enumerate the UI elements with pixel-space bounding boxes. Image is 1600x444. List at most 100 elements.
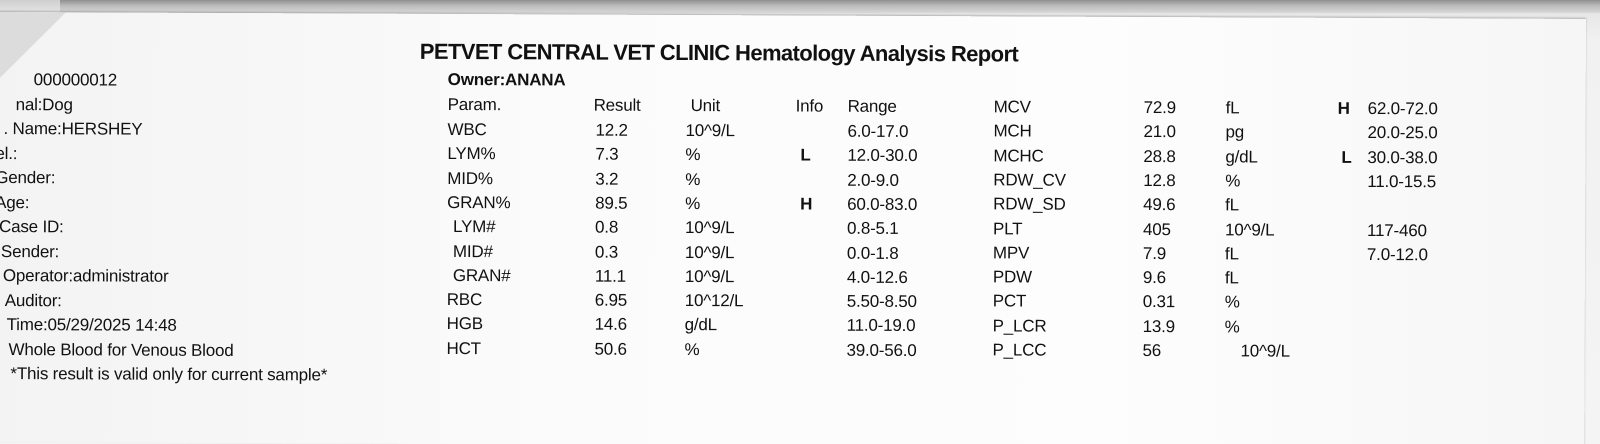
param-rdw-cv: RDW_CV xyxy=(993,170,1066,190)
case-id: Case ID: xyxy=(0,217,64,237)
param-rbc: RBC xyxy=(446,289,483,310)
flag-mcv: H xyxy=(1337,98,1350,118)
param-mch: MCH xyxy=(993,121,1032,141)
param-rdw-sd: RDW_SD xyxy=(993,194,1066,214)
unit-gran%: % xyxy=(685,194,701,214)
range-mid%: 2.0-9.0 xyxy=(847,170,899,190)
param-wbc: WBC xyxy=(447,119,487,140)
result-lym#: 0.8 xyxy=(595,217,619,237)
unit-lym%: % xyxy=(685,145,701,165)
result-rbc: 6.95 xyxy=(594,290,628,310)
unit-pdw: fL xyxy=(1224,268,1239,288)
param-mchc: MCHC xyxy=(993,146,1044,166)
unit-lym#: 10^9/L xyxy=(685,218,735,238)
flag-mchc: L xyxy=(1341,147,1352,167)
unit-mchc: g/dL xyxy=(1225,147,1258,167)
age: Age: xyxy=(0,192,30,213)
unit-hct: % xyxy=(684,340,700,360)
header-param: Param. xyxy=(447,94,502,115)
operator: Operator:administrator xyxy=(2,266,169,286)
patient-info: 000000012 nal:Dog . Name:HERSHEY el.: Gender… xyxy=(0,12,1586,384)
unit-gran#: 10^9/L xyxy=(684,267,735,287)
unit-hgb: g/dL xyxy=(684,315,717,335)
report-title: PETVET CENTRAL VET CLINIC Hematology Ana… xyxy=(419,38,1019,67)
range-mpv: 7.0-12.0 xyxy=(1366,244,1428,265)
result-pct: 0.31 xyxy=(1142,292,1176,312)
range-lym%: 12.0-30.0 xyxy=(847,145,918,166)
param-mid%: MID% xyxy=(447,168,493,189)
param-pct: PCT xyxy=(992,291,1027,311)
unit-mcv: fL xyxy=(1225,98,1240,118)
result-gran#: 11.1 xyxy=(594,266,626,286)
range-mchc: 30.0-38.0 xyxy=(1367,147,1438,168)
sample-type: Whole Blood for Venous Blood xyxy=(8,340,234,361)
result-hct: 50.6 xyxy=(594,339,627,359)
unit-rdw-cv: % xyxy=(1225,171,1241,191)
unit-rbc: 10^12/L xyxy=(684,291,744,311)
unit-rdw-sd: fL xyxy=(1225,195,1239,215)
header-result: Result xyxy=(593,95,641,115)
param-hgb: HGB xyxy=(446,313,483,334)
result-mch: 21.0 xyxy=(1143,122,1176,142)
param-lym#: LYM# xyxy=(453,216,496,237)
range-rdw-cv: 11.0-15.5 xyxy=(1367,171,1437,192)
unit-p-lcc: 10^9/L xyxy=(1240,341,1290,361)
result-p-lcc: 56 xyxy=(1142,341,1162,361)
result-gran%: 89.5 xyxy=(595,193,628,213)
unit-mch: pg xyxy=(1225,122,1245,142)
param-p-lcc: P_LCC xyxy=(992,340,1047,360)
result-rdw-sd: 49.6 xyxy=(1143,195,1176,215)
unit-mpv: fL xyxy=(1224,244,1239,264)
sender: Sender: xyxy=(0,242,60,262)
telephone: el.: xyxy=(0,143,18,164)
range-hgb: 11.0-19.0 xyxy=(846,315,916,336)
range-mcv: 62.0-72.0 xyxy=(1367,98,1438,119)
result-rdw-cv: 12.8 xyxy=(1143,171,1176,191)
unit-p-lcr: % xyxy=(1224,317,1240,337)
header-unit: Unit xyxy=(690,96,721,116)
param-plt: PLT xyxy=(993,219,1023,239)
unit-mid%: % xyxy=(685,170,701,190)
result-wbc: 12.2 xyxy=(595,120,628,140)
result-mid#: 0.3 xyxy=(594,242,619,262)
unit-mid#: 10^9/L xyxy=(684,243,735,263)
unit-pct: % xyxy=(1224,292,1240,312)
result-lym%: 7.3 xyxy=(595,144,619,164)
result-mpv: 7.9 xyxy=(1142,244,1167,264)
time: Time:05/29/2025 14:48 xyxy=(6,315,177,335)
results-table-right: MCV 72.9 fL H 62.0-72.0 MCH 21.0 pg 20.0-25.0 MCH… xyxy=(0,12,1586,360)
patient-id: 000000012 xyxy=(33,70,118,90)
paper-top-shadow xyxy=(60,0,1600,13)
result-pdw: 9.6 xyxy=(1142,268,1166,288)
param-lym%: LYM% xyxy=(447,143,496,164)
param-pdw: PDW xyxy=(992,267,1032,287)
header-info: Info xyxy=(795,96,824,116)
result-mchc: 28.8 xyxy=(1143,147,1176,167)
result-plt: 405 xyxy=(1143,220,1171,240)
param-mpv: MPV xyxy=(992,243,1030,263)
unit-plt: 10^9/L xyxy=(1225,220,1275,240)
param-p-lcr: P_LCR xyxy=(992,316,1047,336)
flag-gran%: H xyxy=(800,194,813,214)
pet-name: . Name:HERSHEY xyxy=(3,119,143,139)
range-rbc: 5.50-8.50 xyxy=(846,291,917,312)
range-hct: 39.0-56.0 xyxy=(846,340,917,361)
flag-lym%: L xyxy=(800,145,811,165)
param-hct: HCT xyxy=(446,338,481,359)
results-table-left: WBC 12.2 10^9/L 6.0-17.0 LYM% 7.3% L 12.0-30.0 M… xyxy=(0,12,1586,360)
validity-note: *This result is valid only for current s… xyxy=(10,364,328,385)
param-mcv: MCV xyxy=(993,97,1031,117)
report-paper: PETVET CENTRAL VET CLINIC Hematology Ana… xyxy=(0,12,1586,444)
result-p-lcr: 13.9 xyxy=(1142,317,1175,337)
range-mid#: 0.0-1.8 xyxy=(846,243,899,263)
unit-wbc: 10^9/L xyxy=(685,121,735,141)
result-hgb: 14.6 xyxy=(594,314,627,334)
param-mid#: MID# xyxy=(452,241,493,262)
range-gran#: 4.0-12.6 xyxy=(846,267,908,287)
range-mch: 20.0-25.0 xyxy=(1367,122,1438,143)
param-gran#: GRAN# xyxy=(452,265,511,286)
owner-line: Owner:ANANA xyxy=(447,69,566,90)
header-range: Range xyxy=(847,96,897,116)
gender: Gender: xyxy=(0,167,56,188)
